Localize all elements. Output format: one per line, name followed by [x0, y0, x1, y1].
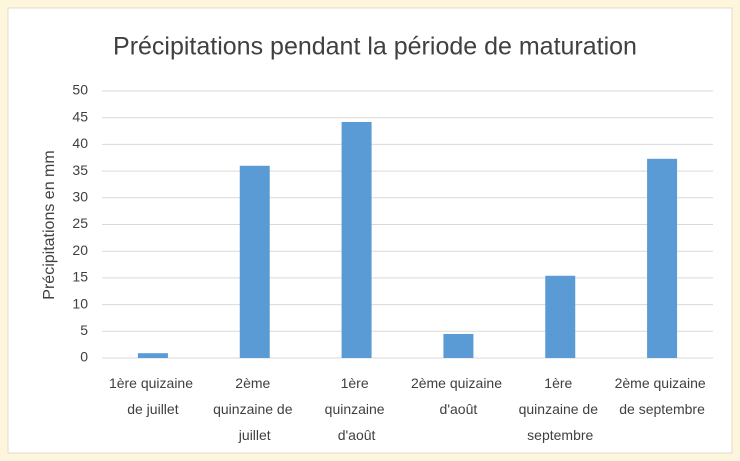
x-tick-label: 1ère quinzaine de septembre	[519, 375, 602, 443]
y-tick-label: 15	[72, 269, 88, 285]
x-tick-label: 1ère quinzaine d'août	[325, 375, 389, 443]
y-tick-label: 10	[72, 295, 88, 311]
bar	[545, 275, 576, 358]
y-tick-label: 25	[72, 215, 88, 231]
x-tick-label: 2ème quizaine d'août	[411, 375, 506, 417]
x-tick-label: 2ème quizaine de septembre	[615, 375, 710, 417]
y-tick-label: 20	[72, 242, 88, 258]
y-tick-label: 30	[72, 189, 88, 205]
y-tick-label: 40	[72, 135, 88, 151]
x-tick-label: 2ème quinzaine de juillet	[213, 375, 296, 443]
y-axis-label: Précipitations en mm	[41, 150, 58, 299]
bar	[443, 333, 474, 358]
x-tick-label: 1ère quizaine de juillet	[109, 375, 197, 417]
y-tick-label: 50	[72, 82, 88, 98]
chart-title: Précipitations pendant la période de mat…	[113, 33, 637, 61]
y-tick-label: 35	[72, 162, 88, 178]
bar	[341, 121, 372, 358]
y-tick-label: 0	[80, 349, 88, 365]
bar	[137, 353, 168, 358]
bar	[647, 158, 678, 358]
y-tick-label: 45	[72, 108, 88, 124]
y-tick-label: 5	[80, 322, 88, 338]
bar	[239, 165, 270, 358]
